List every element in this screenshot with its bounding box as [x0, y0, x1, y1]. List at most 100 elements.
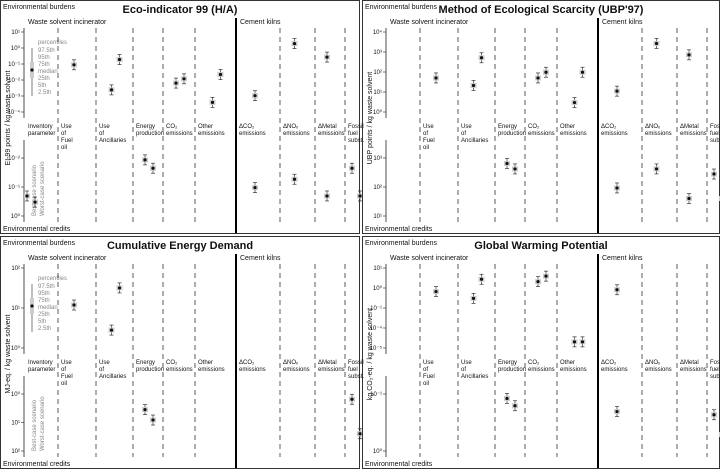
category-label: Use of Ancillaries [461, 360, 488, 380]
data-point-burden-worst [579, 66, 586, 78]
legend-title: percentiles [38, 40, 67, 46]
scenario-label: Best-case scenario [32, 164, 38, 216]
median-point [143, 158, 147, 162]
category-label: CO₂ emissions [166, 360, 193, 373]
chart-title: Cumulative Energy Demand [107, 240, 253, 252]
section-label-incinerator: Waste solvent incinerator [28, 255, 107, 262]
y-tick-label-upper: 10¹ [11, 30, 20, 36]
y-tick-label-upper: 10¹ [373, 90, 382, 96]
y-tick-label-lower: 10¹ [373, 214, 382, 220]
data-point-burden-worst [543, 270, 549, 282]
data-point-credit-worst [150, 162, 156, 174]
y-tick-label-upper: 10⁻⁴ [8, 109, 21, 116]
category-label: ΔCO₂ emissions [601, 360, 628, 373]
median-point [580, 340, 585, 344]
median-point [143, 408, 147, 412]
section-label-cement-kilns: Cement kilns [240, 255, 281, 262]
section-label-incinerator: Waste solvent incinerator [390, 255, 469, 262]
category-label: CO₂ emissions [166, 124, 193, 137]
median-point [174, 81, 178, 85]
median-point [72, 303, 76, 307]
category-label: Use of Fuel oil [423, 360, 435, 387]
y-tick-label-lower: 10³ [373, 156, 382, 162]
data-point-burden-worst [478, 52, 485, 64]
category-label: Energy production [498, 360, 526, 373]
median-point [615, 409, 619, 414]
y-tick-label-upper: 10⁰ [373, 285, 383, 292]
y-tick-label-lower: 10² [11, 449, 20, 455]
legend-item: 75th [38, 298, 50, 304]
y-tick-label-upper: 10² [11, 266, 20, 272]
median-point [72, 63, 76, 67]
y-tick-label-upper: 10³ [373, 50, 382, 56]
section-label-incinerator: Waste solvent incinerator [28, 19, 107, 26]
median-point [109, 328, 114, 332]
median-point [292, 177, 297, 181]
scenario-label: Worst-case scenario [40, 396, 46, 451]
upper-section-label: Environmental burdens [3, 4, 75, 11]
y-axis-label: MJ-eq. / kg waste solvent [5, 314, 12, 393]
median-point [654, 41, 659, 46]
category-label: Use of Ancillaries [461, 124, 488, 144]
upper-section-label: Environmental burdens [365, 4, 437, 11]
median-point [358, 194, 362, 198]
y-tick-label-upper: 10⁻⁴ [370, 325, 383, 332]
y-tick-label-upper: 10¹ [11, 306, 20, 312]
legend-title: percentiles [38, 276, 67, 282]
median-point [253, 186, 257, 190]
data-point-burden-best [324, 51, 330, 63]
median-point [151, 166, 155, 170]
section-label-cement-kilns: Cement kilns [240, 19, 281, 26]
category-label: Use of Fuel oil [61, 360, 73, 387]
data-point-burden-best [71, 299, 77, 311]
median-point [544, 274, 548, 278]
data-point-burden-best [71, 59, 77, 71]
median-point [544, 70, 548, 74]
median-point [117, 57, 122, 62]
median-point [654, 167, 659, 171]
category-label: ΔMetal emissions [318, 124, 345, 137]
y-tick-label-upper: 10¹ [373, 266, 382, 272]
chart-panel-1: Eco-indicator 99 (H/A) Environmental burd… [0, 0, 364, 234]
category-label: Use of Ancillaries [99, 124, 126, 144]
median-point [117, 286, 122, 290]
y-tick-label-upper: 10⁴ [373, 29, 383, 36]
category-label: CO₂ emissions [528, 124, 555, 137]
category-label: ΔMetal emissions [680, 124, 707, 137]
y-axis-label: UBP points / kg waste solvent [367, 72, 374, 165]
y-tick-label-lower: 10⁻² [8, 156, 20, 162]
data-point-burden-worst [181, 73, 187, 85]
median-point [687, 53, 691, 57]
category-label: Other emissions [198, 360, 225, 373]
median-point [479, 56, 484, 60]
category-label: Use of Fuel oil [61, 124, 73, 151]
data-point-burden-best [571, 97, 578, 108]
data-point-credit-worst [512, 400, 518, 412]
median-point [358, 432, 362, 436]
category-label: ΔCO₂ emissions [239, 124, 266, 137]
y-tick-label-upper: 10⁰ [373, 109, 383, 116]
category-label: ΔMetal emissions [318, 360, 345, 373]
category-label: Energy production [498, 124, 526, 137]
y-tick-label-lower: 10² [373, 185, 382, 191]
data-point-burden-best [108, 324, 115, 336]
data-point-burden-worst [116, 54, 123, 65]
panel-border [0, 0, 360, 234]
median-point [572, 100, 577, 105]
y-tick-label-lower: 10⁻¹ [8, 185, 20, 191]
data-point-burden-best [470, 292, 477, 304]
median-point [479, 277, 484, 281]
legend-item: median [38, 305, 58, 311]
category-label: ΔNOₓ emissions [283, 360, 310, 373]
data-point-burden-best [653, 38, 660, 49]
data-point-burden-best [686, 49, 692, 61]
median-point [25, 194, 29, 198]
median-point [615, 89, 619, 93]
median-point [253, 94, 257, 98]
y-axis-label: kg CO₂-eq. / kg waste solvent [367, 308, 374, 400]
median-point [109, 88, 114, 92]
data-point-credit-best [686, 193, 692, 204]
panel-border [362, 0, 720, 234]
